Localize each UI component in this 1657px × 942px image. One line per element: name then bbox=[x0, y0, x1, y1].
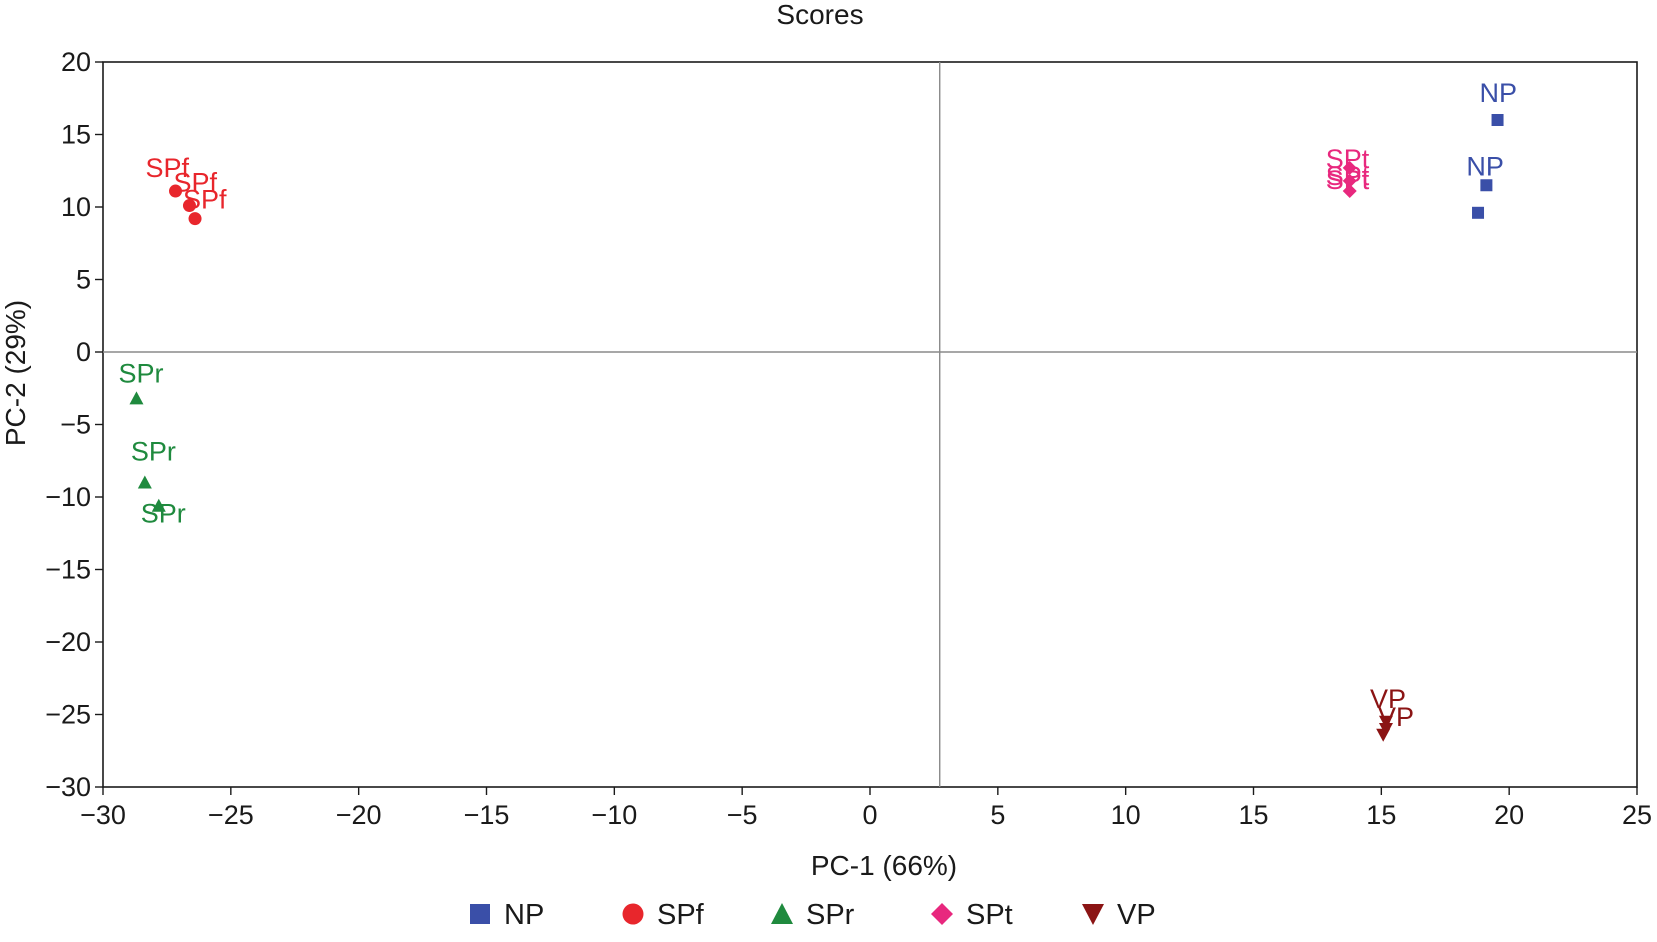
plot-area: −30 −25 −20 −15 −10 −5 0 5 10 15 15 20 25 20 15 10 5 0 −5… bbox=[45, 47, 1652, 830]
point-label-spt: SPt bbox=[1326, 144, 1370, 174]
point-label-vp: VP bbox=[1370, 684, 1406, 714]
y-tick-label: −25 bbox=[45, 700, 91, 730]
x-tick-label: 20 bbox=[1494, 800, 1524, 830]
x-axis-title: PC-1 (66%) bbox=[811, 850, 957, 881]
point-spr bbox=[129, 391, 144, 405]
legend-label-spr: SPr bbox=[806, 899, 855, 931]
y-tick-label: 5 bbox=[76, 265, 91, 295]
y-tick-label: −10 bbox=[45, 482, 91, 512]
legend-item-np: NP bbox=[470, 899, 544, 931]
point-spt bbox=[1342, 160, 1357, 175]
plot-frame bbox=[102, 61, 1638, 788]
x-tick-label: 15 bbox=[1366, 800, 1396, 830]
x-tick-label: −30 bbox=[80, 800, 126, 830]
legend-marker-spr bbox=[771, 903, 793, 924]
x-tick-label: −20 bbox=[336, 800, 382, 830]
x-axis-ticks: −30 −25 −20 −15 −10 −5 0 5 10 15 15 20 25 bbox=[80, 787, 1652, 830]
point-spf bbox=[169, 184, 183, 198]
point-np bbox=[1480, 179, 1493, 192]
y-tick-label: 10 bbox=[61, 192, 91, 222]
y-tick-label: −15 bbox=[45, 555, 91, 585]
y-tick-label: 15 bbox=[61, 120, 91, 150]
legend: NP SPf SPr SPt VP bbox=[470, 899, 1156, 931]
legend-marker-spf bbox=[622, 903, 644, 925]
legend-item-spt: SPt bbox=[931, 899, 1013, 931]
point-vp bbox=[1376, 728, 1391, 742]
legend-label-spf: SPf bbox=[657, 899, 705, 931]
x-tick-label: −15 bbox=[464, 800, 510, 830]
y-axis-title: PC-2 (29%) bbox=[0, 300, 31, 446]
point-label-spr: SPr bbox=[131, 437, 176, 467]
point-spt bbox=[1342, 184, 1357, 199]
x-tick-label: −25 bbox=[208, 800, 254, 830]
point-label-spr: SPr bbox=[118, 358, 163, 388]
point-spr bbox=[151, 498, 166, 512]
point-np bbox=[1491, 114, 1504, 126]
point-label-spr: SPr bbox=[141, 499, 186, 529]
point-spf bbox=[188, 212, 202, 226]
point-spr bbox=[137, 475, 152, 489]
point-vp bbox=[1378, 715, 1393, 729]
x-tick-label: 25 bbox=[1622, 800, 1652, 830]
y-axis-ticks: 20 15 10 5 0 −5 −10 −15 −20 −25 −30 bbox=[45, 47, 103, 802]
point-label-np: NP bbox=[1480, 78, 1518, 108]
x-tick-label: 15 bbox=[1238, 800, 1268, 830]
x-tick-label: 5 bbox=[990, 800, 1005, 830]
chart-title: Scores bbox=[776, 0, 863, 30]
y-tick-label: 0 bbox=[76, 337, 91, 367]
x-tick-label: 10 bbox=[1111, 800, 1141, 830]
point-spt bbox=[1342, 173, 1357, 188]
legend-label-vp: VP bbox=[1117, 899, 1156, 931]
legend-marker-spt bbox=[931, 903, 953, 925]
point-label-vp: VP bbox=[1378, 702, 1414, 732]
legend-item-vp: VP bbox=[1082, 899, 1156, 931]
x-tick-label: −10 bbox=[591, 800, 637, 830]
point-label-spf: SPf bbox=[173, 168, 217, 198]
series-np: NP NP bbox=[1466, 78, 1517, 219]
x-tick-label: −5 bbox=[727, 800, 758, 830]
legend-item-spf: SPf bbox=[622, 899, 705, 931]
point-label-spt: SPt bbox=[1326, 161, 1370, 191]
x-tick-label: 0 bbox=[862, 800, 877, 830]
y-tick-label: −30 bbox=[45, 772, 91, 802]
legend-label-spt: SPt bbox=[966, 899, 1013, 931]
y-tick-label: 20 bbox=[61, 47, 91, 77]
series-spr: SPr SPr SPr bbox=[118, 358, 185, 528]
point-np bbox=[1472, 206, 1485, 219]
legend-item-spr: SPr bbox=[771, 899, 855, 931]
point-label-spf: SPf bbox=[146, 153, 190, 183]
y-tick-label: −20 bbox=[45, 627, 91, 657]
point-spf bbox=[182, 199, 196, 213]
point-label-np: NP bbox=[1466, 151, 1504, 181]
point-label-spf: SPf bbox=[183, 185, 227, 215]
legend-marker-vp bbox=[1082, 904, 1104, 925]
legend-label-np: NP bbox=[504, 899, 544, 931]
y-tick-label: −5 bbox=[60, 410, 91, 440]
legend-marker-np bbox=[470, 904, 490, 924]
